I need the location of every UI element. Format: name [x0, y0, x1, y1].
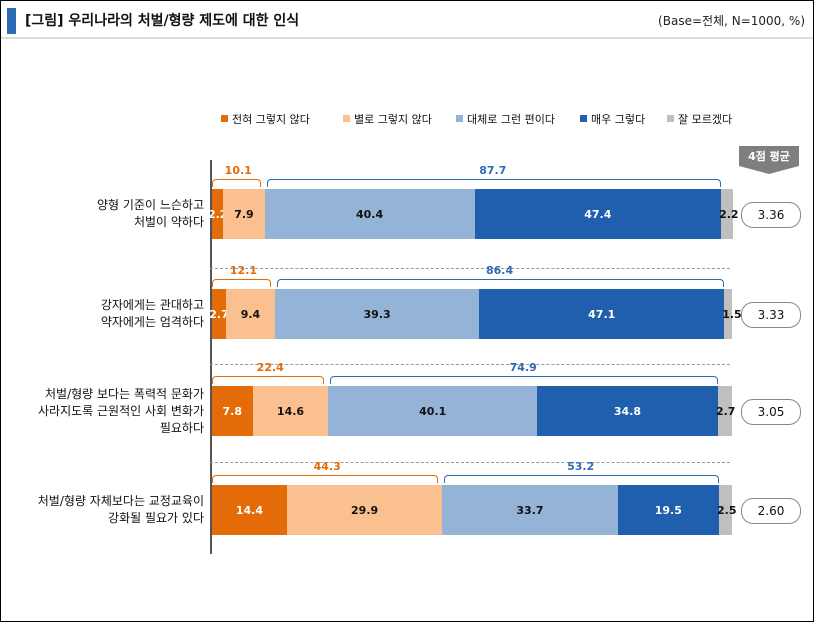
bar-value-label: 9.4	[240, 307, 261, 321]
bar-segment: 2.7	[209, 289, 229, 339]
legend-label: 잘 모르겠다	[678, 113, 733, 126]
bar-segment: 40.1	[328, 386, 537, 436]
bar-segment: 2.5	[717, 485, 737, 535]
legend-swatch	[456, 115, 463, 122]
legend-item: 매우 그렇다	[580, 111, 645, 127]
disagree-bracket	[212, 376, 325, 384]
average-score: 3.36	[741, 202, 801, 228]
agree-total-label: 53.2	[567, 460, 595, 473]
legend-item: 잘 모르겠다	[667, 111, 732, 127]
bar-value-label: 40.1	[419, 404, 447, 418]
bar-value-label: 33.7	[516, 503, 544, 517]
bar-segment: 2.7	[716, 386, 735, 436]
base-note: (Base=전체, N=1000, %)	[658, 14, 805, 28]
chart-title: [그림] 우리나라의 처벌/형량 제도에 대한 인식	[25, 13, 300, 29]
average-header: 4점 평균	[739, 146, 799, 166]
row-divider	[210, 268, 730, 269]
category-label-line: 처벌이 약하다	[133, 215, 204, 229]
bar-value-label: 47.1	[588, 307, 616, 321]
disagree-total-label: 22.4	[256, 361, 284, 374]
bar-segment: 39.3	[274, 289, 480, 339]
legend-label: 매우 그렇다	[591, 113, 646, 126]
agree-bracket	[266, 179, 722, 187]
category-label-line: 사라지도록 근원적인 사회 변화가	[37, 403, 204, 418]
bar-segment: 33.7	[442, 485, 618, 535]
bar-value-label: 2.7	[715, 404, 736, 418]
disagree-total-label: 10.1	[224, 164, 252, 177]
legend-item: 전혀 그렇지 않다	[221, 111, 310, 127]
category-label-line: 처벌/형량 자체보다는 교정교육이	[37, 494, 204, 508]
agree-bracket	[444, 475, 719, 483]
bar-segment: 29.9	[286, 485, 443, 535]
average-score: 3.05	[741, 399, 801, 425]
disagree-bracket	[212, 475, 439, 483]
legend-swatch	[667, 115, 674, 122]
legend-label: 별로 그렇지 않다	[354, 113, 432, 126]
bar-segment: 34.8	[537, 386, 718, 436]
bar-value-label: 2.2	[719, 207, 739, 221]
title-accent	[7, 8, 16, 34]
bar-value-label: 2.2	[207, 207, 228, 221]
bar-segment: 2.2	[208, 189, 227, 239]
category-axis	[210, 160, 212, 554]
disagree-bracket	[212, 279, 271, 287]
agree-total-label: 74.9	[509, 361, 537, 374]
bar-segment: 7.9	[223, 189, 265, 239]
category-label-line: 강화될 필요가 있다	[108, 511, 204, 525]
bar-value-label: 40.4	[355, 207, 384, 221]
bar-segment: 1.5	[722, 289, 742, 339]
legend-item: 대체로 그런 편이다	[456, 111, 555, 127]
average-score: 3.33	[741, 302, 801, 328]
bar-value-label: 2.7	[209, 307, 229, 321]
bar-segment: 19.5	[617, 485, 719, 535]
category-label-line: 필요하다	[159, 420, 204, 435]
bar-value-label: 7.9	[234, 207, 254, 221]
category-label-line: 강자에게는 관대하고	[100, 298, 204, 312]
disagree-total-label: 12.1	[229, 264, 258, 277]
disagree-bracket	[212, 179, 261, 187]
average-score: 2.60	[741, 498, 801, 524]
bar-value-label: 14.6	[276, 404, 305, 418]
bar-value-label: 1.5	[722, 307, 742, 321]
bar-value-label: 39.3	[363, 307, 391, 321]
category-label-line: 양형 기준이 느슨하고	[97, 198, 204, 212]
legend-swatch	[221, 115, 228, 122]
title-bar: [그림] 우리나라의 처벌/형량 제도에 대한 인식 (Base=전체, N=1…	[1, 1, 813, 39]
legend-label: 전혀 그렇지 않다	[232, 113, 310, 126]
bar-value-label: 34.8	[613, 404, 642, 418]
bar-value-label: 7.8	[222, 404, 243, 418]
row-divider	[210, 462, 730, 463]
bar-segment: 47.1	[479, 289, 725, 339]
average-header-arrow	[739, 166, 799, 174]
legend-label: 대체로 그런 편이다	[467, 113, 555, 126]
agree-total-label: 86.4	[485, 264, 514, 277]
bar-value-label: 14.4	[235, 503, 263, 517]
row-divider	[210, 364, 730, 365]
agree-total-label: 87.7	[479, 164, 507, 177]
bar-segment: 14.6	[252, 386, 329, 436]
agree-bracket	[330, 376, 718, 384]
bar-segment: 2.2	[719, 189, 739, 239]
disagree-total-label: 44.3	[313, 460, 341, 473]
bar-segment: 40.4	[264, 189, 475, 239]
bar-value-label: 47.4	[584, 207, 612, 221]
bar-segment: 7.8	[212, 386, 253, 436]
bar-segment: 47.4	[474, 189, 722, 239]
legend-item: 별로 그렇지 않다	[343, 111, 432, 127]
legend-swatch	[343, 115, 350, 122]
bar-value-label: 29.9	[351, 503, 379, 517]
bar-segment: 14.4	[212, 485, 287, 535]
category-label-line: 약자에게는 엄격하다	[100, 315, 204, 329]
bar-value-label: 2.5	[717, 503, 737, 517]
bar-value-label: 19.5	[654, 503, 682, 517]
category-label-line: 처벌/형량 보다는 폭력적 문화가	[44, 386, 204, 401]
legend-swatch	[580, 115, 587, 122]
bar-segment: 9.4	[226, 289, 275, 339]
agree-bracket	[276, 279, 725, 287]
